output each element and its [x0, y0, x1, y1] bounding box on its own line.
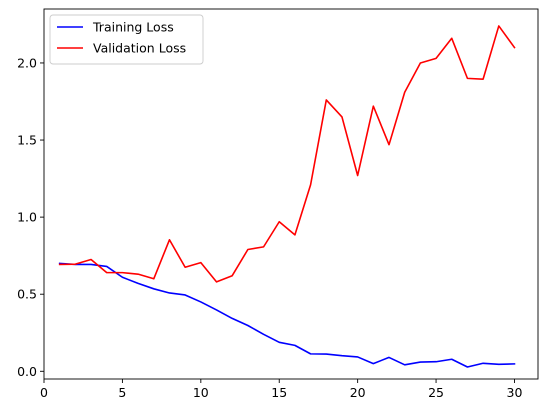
series-lines — [58, 25, 516, 368]
y-tick-label: 2.0 — [17, 55, 37, 70]
series-line-training-loss — [58, 262, 516, 368]
y-tick-label: 1.5 — [17, 133, 37, 148]
x-tick-label: 5 — [118, 385, 126, 400]
legend-label-validation-loss: Validation Loss — [93, 41, 186, 56]
y-axis-ticks: 0.0 0.5 1.0 1.5 2.0 — [17, 55, 44, 379]
legend-label-training-loss: Training Loss — [92, 20, 174, 35]
x-tick-label: 30 — [507, 385, 523, 400]
x-tick-label: 15 — [271, 385, 287, 400]
x-axis-ticks: 0 5 10 15 20 25 30 — [40, 379, 522, 400]
legend-box — [49, 14, 204, 65]
x-tick-label: 25 — [428, 385, 444, 400]
legend: Training Loss Validation Loss — [49, 14, 204, 65]
y-tick-label: 1.0 — [17, 210, 37, 225]
x-tick-label: 20 — [350, 385, 366, 400]
x-tick-label: 10 — [193, 385, 209, 400]
x-tick-label: 0 — [40, 385, 48, 400]
y-tick-label: 0.0 — [17, 364, 37, 379]
series-line-validation-loss — [58, 25, 516, 283]
y-tick-label: 0.5 — [17, 287, 37, 302]
axes-frame — [43, 8, 539, 380]
